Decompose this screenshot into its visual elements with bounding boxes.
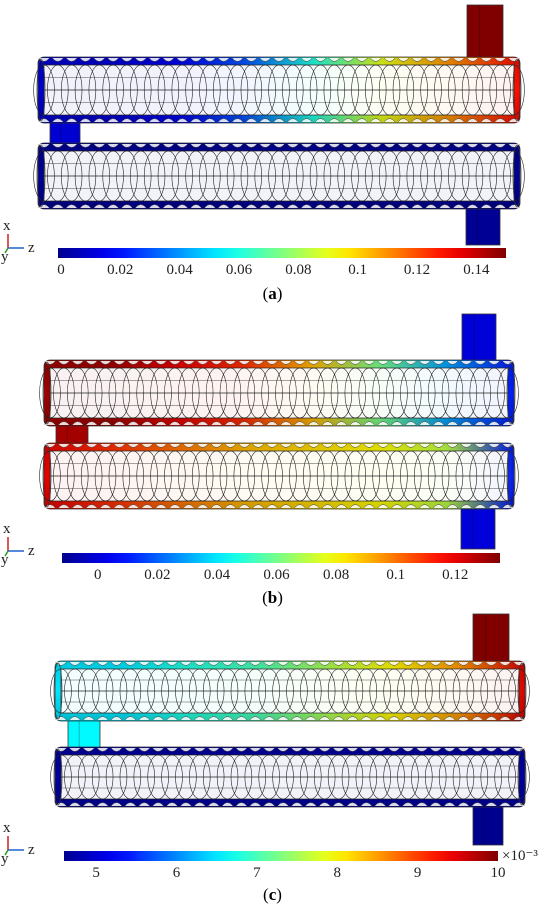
axis-triad: x z y bbox=[1, 521, 35, 568]
inlet-pipe bbox=[466, 4, 504, 64]
upper-tube bbox=[39, 359, 519, 427]
colorbar-tick-label: 0.04 bbox=[204, 567, 231, 583]
axis-label-y: y bbox=[1, 249, 9, 265]
colorbar-tick-label: 10 bbox=[491, 865, 506, 881]
panel-b: 0 0.02 0.04 0.06 0.08 0.1 0.12 x z y (b) bbox=[0, 307, 545, 612]
colorbar bbox=[58, 248, 506, 258]
colorbar-tick-label: 9 bbox=[414, 865, 422, 881]
colorbar-tick-label: 0.12 bbox=[442, 567, 468, 583]
heat-exchanger-plot-c: 5 6 7 8 9 10×10⁻³ x z y bbox=[1, 613, 538, 881]
colorbar-tick-label: 0.14 bbox=[463, 262, 490, 278]
colorbar-tick-label: 0.12 bbox=[404, 262, 430, 278]
colorbar-tick-label: 0.02 bbox=[144, 567, 170, 583]
colorbar-tick-label: 5 bbox=[92, 865, 100, 881]
axis-label-x: x bbox=[3, 820, 11, 836]
upper-tube bbox=[50, 660, 530, 722]
colorbar bbox=[64, 851, 498, 861]
panel-caption-c: (c) bbox=[263, 885, 282, 904]
outlet-pipe bbox=[472, 799, 504, 846]
colorbar bbox=[62, 553, 500, 563]
colorbar-tick-label: 0.08 bbox=[323, 567, 349, 583]
colorbar-tick-label: 0.1 bbox=[386, 567, 405, 583]
panel-caption-a: (a) bbox=[262, 284, 283, 303]
outlet-pipe bbox=[465, 204, 501, 246]
lower-tube bbox=[50, 746, 530, 808]
axis-label-z: z bbox=[28, 240, 35, 256]
axis-label-x: x bbox=[3, 218, 11, 234]
lower-tube bbox=[33, 142, 525, 210]
panel-caption-b: (b) bbox=[262, 588, 283, 607]
colorbar-tick-label: 8 bbox=[334, 865, 342, 881]
heat-exchanger-plot-b: 0 0.02 0.04 0.06 0.08 0.1 0.12 x z y bbox=[1, 313, 519, 583]
axis-triad: x z y bbox=[1, 218, 35, 265]
inlet-pipe bbox=[472, 613, 510, 670]
axis-label-z: z bbox=[28, 543, 35, 559]
colorbar-multiplier: ×10⁻³ bbox=[502, 848, 538, 864]
colorbar-tick-label: 0.04 bbox=[167, 262, 194, 278]
colorbar-tick-label: 0.02 bbox=[107, 262, 133, 278]
colorbar-tick-label: 0 bbox=[94, 567, 102, 583]
outlet-pipe bbox=[460, 504, 496, 550]
axis-label-x: x bbox=[3, 521, 11, 537]
upper-tube bbox=[33, 56, 525, 124]
colorbar-tick-label: 0 bbox=[57, 262, 65, 278]
axis-label-y: y bbox=[1, 851, 9, 867]
axis-label-y: y bbox=[1, 552, 9, 568]
panel-c: 5 6 7 8 9 10 ×10⁻³ x z y (c) bbox=[0, 610, 545, 915]
heat-exchanger-plot-a: 0 0.02 0.04 0.06 0.08 0.1 0.12 0.14 x z y bbox=[1, 4, 525, 278]
panel-a: 0 0.02 0.04 0.06 0.08 0.1 0.12 0.14 x z y (a) bbox=[0, 0, 545, 305]
colorbar-tick-label: 0.1 bbox=[348, 262, 367, 278]
colorbar-tick-label: 0.08 bbox=[285, 262, 311, 278]
colorbar-tick-label: 0.06 bbox=[263, 567, 290, 583]
axis-label-z: z bbox=[28, 842, 35, 858]
colorbar-tick-label: 6 bbox=[173, 865, 181, 881]
colorbar-tick-label: 0.06 bbox=[226, 262, 253, 278]
lower-tube bbox=[39, 442, 519, 510]
axis-triad: x z y bbox=[1, 820, 35, 867]
colorbar-tick-label: 7 bbox=[253, 865, 261, 881]
